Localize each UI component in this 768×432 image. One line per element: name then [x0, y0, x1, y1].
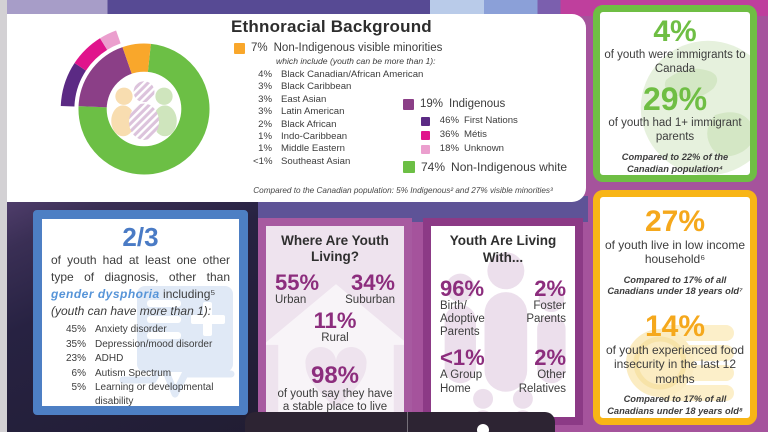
ethnoracial-card: Ethnoracial Background 7% Non-Indigenous… [7, 14, 586, 202]
immigration-footnote: Compared to 22% of the Canadian populati… [621, 152, 729, 174]
list-item: 36% Métis [421, 128, 518, 142]
living-with-title: Youth Are Living With... [449, 233, 557, 265]
legend-pct: 7% [251, 42, 268, 54]
immigration-box: 4% of youth were immigrants to Canada 29… [593, 5, 757, 182]
legend-visible-minorities: 7% Non-Indigenous visible minorities [234, 42, 442, 54]
legend-label: Non-Indigenous visible minorities [273, 42, 443, 54]
list-item: 6% Autism Spectrum [71, 367, 172, 379]
page-left-margin [0, 0, 7, 432]
stat-other-relatives: 2% Other Relatives [518, 345, 566, 395]
list-item: 1% Middle Eastern [258, 143, 345, 155]
list-item: 3% Black Caribbean [258, 81, 352, 93]
list-item: 4% Black Canadian/African American [258, 69, 424, 80]
diagnosis-box: 2/3 of youth had at least one other type… [33, 210, 248, 415]
list-item: 23% ADHD [65, 353, 124, 365]
list-item: 3% Latin American [258, 106, 345, 118]
stat-foster-parents: 2% Foster Parents [526, 275, 566, 325]
legend-indigenous: 19% Indigenous [403, 98, 505, 110]
page-title: Ethnoracial Background [231, 17, 432, 36]
toolbar-divider [407, 412, 408, 432]
list-item: 1% Indo-Caribbean [258, 131, 348, 143]
stat-food-insecurity-pct: 14% [644, 310, 706, 343]
viewer-toolbar[interactable] [245, 412, 555, 432]
stat-low-income-pct: 27% [644, 205, 706, 238]
list-item: 45% Anxiety disorder [65, 324, 167, 336]
purple-swatch-icon [403, 98, 414, 110]
list-item: 5% Learning or developmental disability [71, 381, 214, 408]
decorative-top-band [0, 0, 768, 16]
income-footnote-2: Compared to 17% of all Canadians under 1… [607, 394, 743, 416]
indigenous-list: 46% First Nations 36% Métis 18% Unknown [421, 114, 518, 156]
stat-urban: 55% Urban [275, 270, 320, 307]
list-item: 2% Black African [258, 118, 337, 130]
orange-swatch-icon [234, 42, 245, 54]
list-item: 18% Unknown [421, 142, 518, 156]
clipboard-pulse-icon [119, 286, 235, 398]
ethno-donut-svg [60, 25, 228, 193]
list-item: 35% Depression/mood disorder [65, 338, 213, 350]
unknown-swatch-icon [421, 144, 430, 154]
stat-stable-housing: 98% of youth say they have a stable plac… [277, 361, 393, 414]
globe-icon [640, 40, 750, 175]
where-living-title: Where Are Youth Living? [281, 233, 389, 265]
metis-swatch-icon [421, 130, 430, 140]
stat-two-thirds: 2/3 [122, 222, 159, 252]
stat-immigrants-pct: 4% [653, 15, 697, 48]
first-nations-swatch-icon [421, 116, 430, 126]
stat-low-income-label: of youth live in low income household⁶ [604, 238, 746, 267]
stat-immigrant-parents-pct: 29% [642, 81, 708, 118]
donut-center-group [106, 71, 182, 147]
living-with-box: Youth Are Living With... 96% Birth/ Adop… [423, 218, 583, 425]
stat-group-home: <1% A Group Home [440, 345, 485, 395]
income-box: 27% of youth live in low income househol… [593, 190, 757, 425]
stat-immigrants-label: of youth were immigrants to Canada [604, 49, 746, 76]
minority-list: 4% Black Canadian/African American 3% Blac… [253, 69, 423, 168]
stat-suburban: 34% Suburban [345, 270, 395, 307]
diagnosis-paragraph: of youth had at least one other type of … [51, 252, 230, 302]
income-footnote-1: Compared to 17% of all Canadians under 1… [607, 274, 743, 297]
stat-immigrant-parents-label: of youth had 1+ immigrant parents [608, 117, 742, 144]
coins-icon [626, 325, 734, 401]
list-item: 3% East Asian [258, 93, 327, 105]
stat-birth-adoptive-parents: 96% Birth/ Adoptive Parents [440, 275, 485, 339]
toolbar-button[interactable] [477, 424, 489, 432]
diagnosis-list: 45% Anxiety disorder 35% Depression/mood d… [65, 323, 230, 408]
list-item: <1% Southeast Asian [253, 155, 351, 167]
stat-rural: 11% Rural [313, 307, 357, 344]
diagnosis-note: (youth can have more than 1): [51, 303, 212, 318]
people-icon [111, 81, 177, 140]
house-heart-icon [266, 284, 404, 417]
family-silhouette-icon [444, 252, 566, 417]
card-footnote: Compared to the Canadian population: 5% … [253, 186, 553, 195]
legend-note: which include (youth can be more than 1)… [276, 56, 436, 66]
green-swatch-icon [403, 161, 415, 173]
where-living-box: Where Are Youth Living? 55% Urban 34% Su… [258, 218, 412, 425]
legend-non-indigenous-white: 74% Non-Indigenous white [403, 160, 567, 174]
stat-food-insecurity-label: of youth experienced food insecurity in … [605, 343, 745, 386]
list-item: 46% First Nations [421, 114, 518, 128]
gender-dysphoria-link: gender dysphoria [51, 287, 160, 302]
